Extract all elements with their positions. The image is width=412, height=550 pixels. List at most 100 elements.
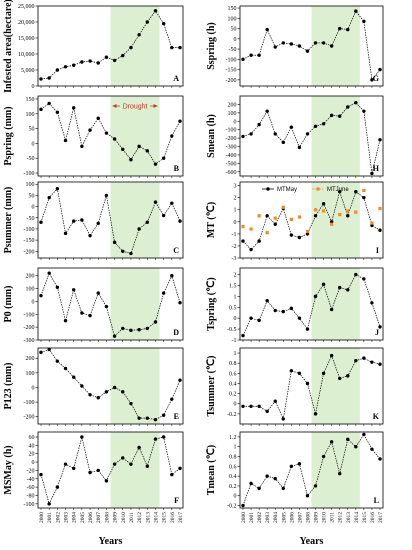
data-point [137, 416, 141, 420]
panel-letter: A [173, 74, 179, 83]
data-point [321, 41, 326, 45]
panel-J: -1 -0.5 0 0.5 1 1.5 2 Tspring (℃) J [206, 267, 384, 344]
data-point [378, 362, 382, 366]
data-point [313, 124, 318, 129]
data-point [289, 369, 294, 373]
data-point [321, 122, 326, 126]
data-point [338, 285, 342, 290]
data-point [137, 328, 141, 332]
data-point [88, 59, 92, 63]
y-tick-label: 0 [32, 460, 35, 466]
y-tick-label: 1 [234, 351, 237, 357]
x-tick-label: 2009 [314, 512, 320, 523]
data-point [378, 457, 382, 461]
data-point [273, 132, 277, 136]
y-tick-label: -50 [229, 47, 237, 53]
data-point [55, 285, 60, 289]
data-point-mtjune [241, 225, 245, 229]
y-tick-label: 200 [228, 102, 237, 108]
plot-frame [239, 431, 384, 509]
data-point [313, 41, 318, 45]
data-point [273, 476, 277, 481]
data-point [153, 200, 158, 204]
data-point-mtjune [313, 208, 318, 212]
data-point [161, 213, 166, 218]
y-tick-label: 0 [234, 119, 237, 125]
plot-frame [239, 267, 384, 341]
x-tick-label: 2017 [378, 512, 384, 523]
data-point [362, 109, 366, 113]
y-tick-label: 0 [234, 220, 237, 226]
panel-letter: D [173, 328, 179, 337]
data-point-mtjune [321, 209, 326, 213]
data-point [257, 122, 261, 127]
y-tick-label: -200 [24, 249, 35, 255]
y-tick-label: 20,000 [18, 20, 35, 26]
annotation-bg [120, 101, 151, 110]
data-point [329, 440, 334, 444]
data-point [161, 21, 166, 26]
data-point [39, 107, 43, 112]
data-point [249, 481, 253, 486]
data-point-mtjune [265, 231, 269, 235]
x-tick-label: 2000 [39, 512, 45, 523]
data-point [297, 371, 302, 376]
x-tick-label: 2003 [64, 512, 70, 523]
data-point [370, 360, 374, 364]
x-tick-label: 2011 [330, 512, 336, 523]
data-point [378, 325, 382, 329]
data-point [121, 249, 125, 253]
y-tick-label: 0 [234, 316, 237, 322]
data-point [170, 472, 174, 477]
y-tick-label: -0.5 [227, 327, 237, 333]
drought-shade [311, 348, 360, 424]
panel-G: -200 -150 -100 -50 0 50 100 150 Sspring (h) G [206, 5, 384, 88]
y-axis-label: Tspring (℃) [206, 277, 217, 330]
data-point [104, 193, 109, 198]
data-point [378, 138, 382, 142]
data-point [178, 301, 182, 305]
y-tick-label: -60 [27, 485, 35, 491]
data-point [305, 49, 310, 53]
y-tick-label: -150 [226, 68, 237, 74]
x-tick-label: 2009 [113, 512, 119, 523]
y-axis-label: Psummer (mm) [3, 187, 14, 254]
data-point [104, 390, 109, 394]
data-point [257, 404, 261, 408]
drought-shade [311, 182, 360, 258]
data-point [241, 57, 245, 62]
data-point [39, 472, 43, 477]
series-line [40, 10, 180, 80]
data-point [145, 326, 149, 331]
x-tick-label: 2015 [162, 512, 168, 523]
data-point [297, 145, 302, 150]
x-tick-label: 2006 [88, 512, 94, 523]
data-point [354, 272, 358, 277]
panel-letter: E [174, 412, 179, 421]
x-tick-label: 2010 [322, 512, 328, 523]
data-point [305, 132, 310, 136]
data-point [178, 119, 182, 123]
y-tick-label: -300 [24, 338, 35, 344]
data-point [104, 55, 109, 59]
y-tick-label: -200 [24, 325, 35, 331]
data-point [289, 42, 294, 46]
plot-frame [37, 347, 184, 425]
series-line [242, 274, 381, 336]
y-tick-label: 0.2 [229, 484, 237, 490]
data-point [346, 214, 350, 218]
x-tick-label: 2005 [281, 512, 287, 523]
data-point [241, 404, 245, 408]
data-point [80, 384, 84, 388]
data-point [153, 437, 158, 441]
drought-shade [110, 6, 160, 86]
data-point [265, 214, 269, 218]
y-tick-label: -100 [226, 57, 237, 63]
data-point [47, 347, 51, 352]
drought-shade [110, 348, 160, 424]
data-point [362, 277, 366, 281]
x-tick-label: 2016 [370, 512, 376, 523]
x-tick-label: 2008 [104, 512, 110, 523]
data-point-mtjune [330, 222, 334, 226]
y-tick-label: -100 [24, 502, 35, 508]
